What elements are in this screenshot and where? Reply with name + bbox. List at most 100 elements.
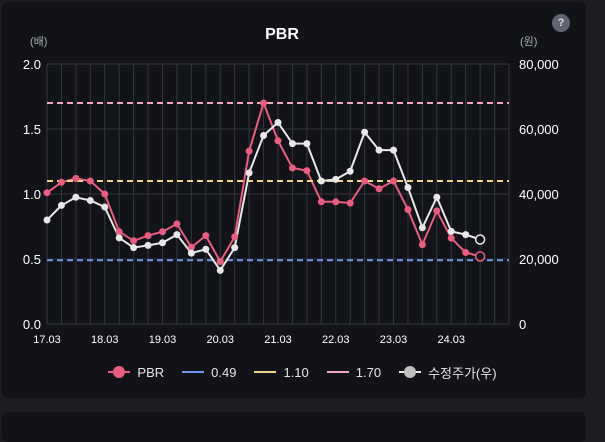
pbr-point[interactable] [86,177,94,185]
x-tick-label: 17.03 [33,334,61,346]
price-point[interactable] [43,216,51,224]
pbr-point[interactable] [187,243,195,251]
price-point[interactable] [433,193,441,201]
pbr-point[interactable] [216,258,224,266]
pbr-point[interactable] [418,241,426,249]
pbr-point[interactable] [57,178,65,186]
y-tick-label: 2.0 [23,57,41,72]
legend-label: 1.70 [355,364,382,380]
pbr-point[interactable] [390,177,397,185]
pbr-point[interactable] [274,137,282,145]
pbr-point[interactable] [317,198,325,206]
legend-item[interactable]: 수정주가(우) [399,363,497,382]
price-point[interactable] [260,132,268,139]
x-tick-label: 18.03 [91,334,119,346]
pbr-point[interactable] [245,147,253,155]
price-point[interactable] [346,167,354,175]
price-point[interactable] [288,140,296,148]
pbr-point[interactable] [144,232,152,240]
help-icon[interactable]: ? [552,14,570,32]
y2-tick-label: 60,000 [519,122,559,137]
price-point[interactable] [159,239,166,247]
price-point[interactable] [447,227,455,235]
pbr-point[interactable] [332,198,340,206]
pbr-point[interactable] [43,189,51,197]
price-point[interactable] [202,245,210,253]
chart-title: PBR [265,26,299,43]
pbr-point[interactable] [231,233,239,241]
left-axis-unit: (배) [30,35,47,48]
legend-label: 1.10 [283,364,309,380]
x-tick-label: 23.03 [380,334,408,346]
x-tick-label: 19.03 [149,334,177,346]
legend-marker [326,366,349,378]
price-point[interactable] [101,203,109,211]
pbr-point[interactable] [130,237,138,245]
y-tick-label: 0.5 [23,252,41,267]
x-tick-label: 21.03 [264,334,292,346]
legend-marker [399,366,422,378]
price-point[interactable] [231,244,239,252]
legend-item[interactable]: 1.70 [326,364,382,380]
legend-label: 수정주가(우) [428,365,497,381]
price-point[interactable] [317,177,325,185]
pbr-point[interactable] [346,199,354,207]
y2-tick-label: 80,000 [519,57,559,72]
pbr-point[interactable] [159,228,166,236]
pbr-point[interactable] [462,249,470,256]
y-tick-label: 0.0 [23,317,41,332]
price-point[interactable] [474,234,486,245]
y-tick-label: 1.5 [23,122,41,137]
pbr-point[interactable] [361,177,369,185]
x-tick-label: 20.03 [206,334,234,346]
pbr-point[interactable] [260,99,268,107]
pbr-point[interactable] [447,234,455,242]
price-point[interactable] [404,184,412,191]
right-axis-unit: (원) [520,35,537,48]
price-point[interactable] [375,146,383,154]
y2-tick-label: 0 [519,317,526,332]
pbr-point[interactable] [202,232,210,240]
pbr-point[interactable] [101,190,109,198]
price-point[interactable] [115,234,123,242]
pbr-point[interactable] [303,167,311,175]
price-point[interactable] [72,193,80,201]
y2-tick-label: 20,000 [519,252,559,267]
legend-item[interactable]: 1.10 [254,364,309,380]
price-point[interactable] [390,146,397,154]
price-point[interactable] [216,266,224,274]
price-point[interactable] [187,249,195,257]
pbr-point[interactable] [474,251,486,262]
price-point[interactable] [303,140,311,148]
pbr-point[interactable] [288,164,296,172]
price-point[interactable] [245,169,253,177]
pbr-point[interactable] [433,207,441,215]
price-point[interactable] [462,231,470,239]
legend-marker [108,366,131,378]
pbr-point[interactable] [115,228,123,236]
price-point[interactable] [144,241,152,249]
pbr-chart: PBR (배) (원) 0.0 0.5 1.0 1.5 2.0 0 20,000 40,000… [23,26,559,346]
price-point[interactable] [57,201,65,209]
price-point[interactable] [173,231,181,239]
x-tick-label: 22.03 [322,334,350,346]
y-tick-label: 1.0 [23,187,41,202]
legend-marker [254,366,277,378]
price-point[interactable] [274,119,282,126]
x-tick-label: 24.03 [437,334,465,346]
price-point[interactable] [130,244,138,252]
pbr-point[interactable] [404,206,412,214]
price-point[interactable] [332,175,340,183]
pbr-point[interactable] [173,220,181,228]
legend-label: PBR [137,364,165,380]
price-point[interactable] [361,128,369,136]
pbr-point[interactable] [375,185,383,193]
price-point[interactable] [86,197,94,204]
price-point[interactable] [418,224,426,232]
legend-label: 0.49 [211,364,237,380]
pbr-point[interactable] [72,174,80,182]
legend-item[interactable]: PBR [108,365,164,380]
legend-item[interactable]: 0.49 [182,365,236,380]
y2-tick-label: 40,000 [519,187,559,202]
chart-card [2,2,586,398]
